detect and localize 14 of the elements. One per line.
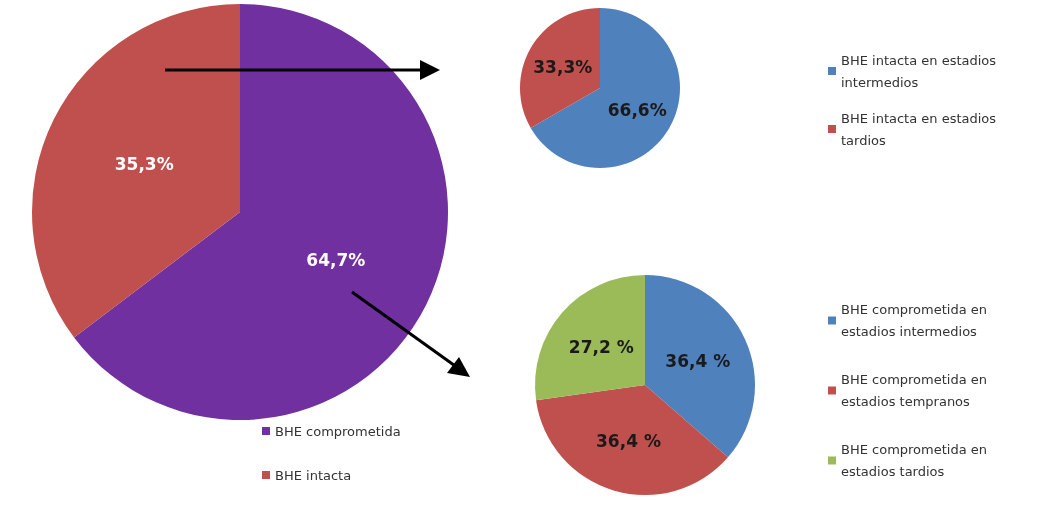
- legend-label: BHE comprometida en estadios tempranos: [841, 372, 992, 409]
- data-label: 66,6%: [607, 99, 667, 120]
- legend-label: BHE comprometida en estadios intermedios: [841, 302, 992, 339]
- data-label: 27,2 %: [568, 336, 634, 357]
- legend-label: BHE intacta en estadios tardios: [841, 110, 1001, 148]
- data-label: 35,3%: [114, 154, 174, 175]
- legend-label: BHE intacta en estadios intermedios: [841, 52, 1001, 90]
- legend-label: BHE comprometida: [275, 423, 401, 439]
- data-label: 36,4 %: [596, 430, 661, 451]
- data-label: 33,3%: [533, 56, 593, 77]
- data-label: 36,4 %: [665, 350, 731, 371]
- legend-label: BHE intacta: [275, 467, 352, 483]
- legend-label: BHE comprometida en estadios tardios: [841, 442, 992, 479]
- data-label: 64,7%: [306, 249, 366, 270]
